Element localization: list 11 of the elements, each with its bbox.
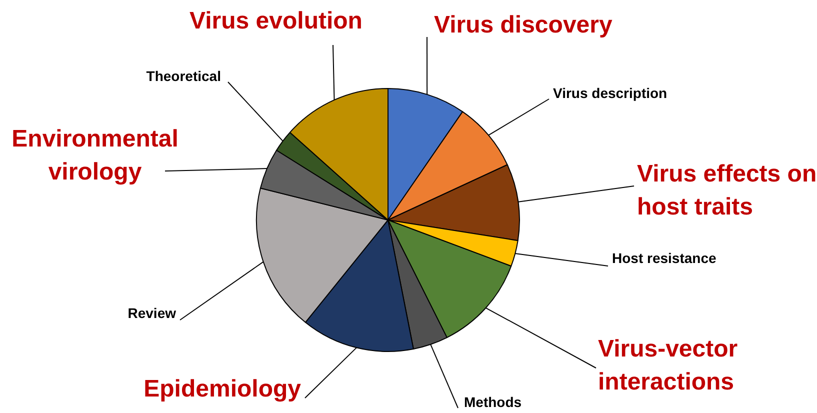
slice-label: Virus-vector interactions — [598, 336, 738, 396]
slice-label: Epidemiology — [144, 376, 302, 403]
slice-label: Theoretical — [146, 68, 221, 84]
slice-label: Environmental virology — [12, 126, 178, 186]
slice-label: Review — [128, 304, 176, 321]
slice-label: Virus evolution — [190, 8, 362, 35]
slice-label: Virus discovery — [434, 12, 613, 39]
slice-label: Host resistance — [612, 250, 716, 266]
slice-label: Methods — [464, 394, 522, 410]
slice-label: Virus effects on host traits — [637, 160, 817, 221]
slice-label: Virus description — [553, 84, 668, 101]
